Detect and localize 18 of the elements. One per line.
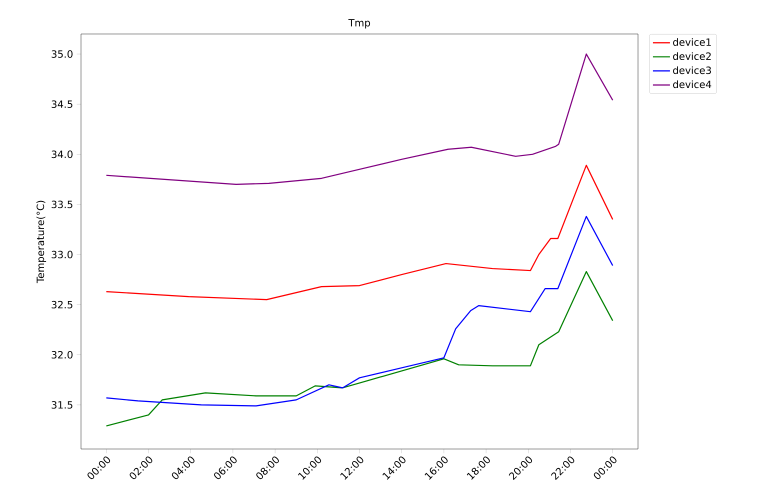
y-tick-label: 32.5 [52, 300, 72, 308]
legend-label: device2 [673, 52, 711, 60]
line-series [106, 216, 614, 406]
legend-label: device3 [673, 66, 711, 74]
line-series [106, 164, 614, 300]
y-axis-title: Temperature(°C) [36, 200, 46, 284]
y-tick-label: 34.5 [52, 100, 72, 108]
y-tick-label: 34.0 [52, 150, 73, 158]
legend-label: device1 [673, 38, 711, 46]
legend-label: device4 [673, 80, 712, 88]
y-tick-label: 35.0 [52, 50, 73, 58]
y-tick-label: 31.5 [52, 401, 72, 409]
y-tick-label: 33.0 [52, 250, 73, 258]
chart-title: Tmp [348, 19, 370, 28]
line-series [106, 270, 614, 427]
y-tick-label: 32.0 [52, 350, 73, 359]
line-series [106, 53, 614, 185]
y-tick-label: 33.5 [52, 200, 72, 208]
